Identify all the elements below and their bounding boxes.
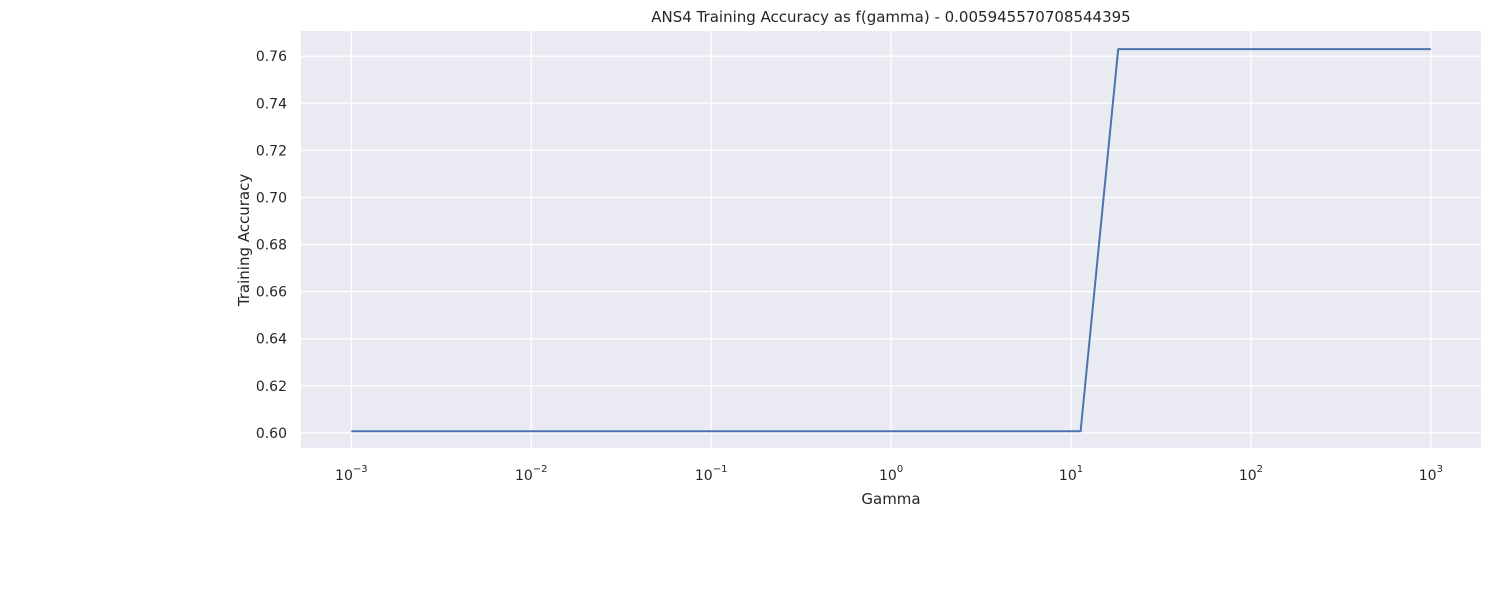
y-tick-label: 0.68 bbox=[256, 238, 287, 254]
y-tick-label: 0.72 bbox=[256, 143, 287, 159]
y-tick-label: 0.60 bbox=[256, 426, 287, 442]
grid-lines bbox=[301, 31, 1481, 448]
x-tick-label: 101 bbox=[1059, 464, 1083, 484]
y-tick-label: 0.74 bbox=[256, 96, 287, 112]
x-tick-label: 10−1 bbox=[695, 464, 728, 484]
chart-title: ANS4 Training Accuracy as f(gamma) - 0.0… bbox=[651, 8, 1130, 26]
x-tick-label: 103 bbox=[1419, 464, 1443, 484]
y-tick-labels: 0.60 0.62 0.64 0.66 0.68 0.70 0.72 0.74 0.76 bbox=[256, 49, 287, 442]
series-line bbox=[351, 48, 1431, 433]
y-tick-label: 0.66 bbox=[256, 285, 287, 301]
y-axis-label: Training Accuracy bbox=[235, 174, 253, 308]
y-tick-label: 0.76 bbox=[256, 49, 287, 65]
series-layer bbox=[351, 48, 1431, 433]
y-tick-label: 0.64 bbox=[256, 332, 287, 348]
x-tick-label: 10−3 bbox=[335, 464, 368, 484]
x-tick-label: 102 bbox=[1239, 464, 1263, 484]
y-tick-label: 0.70 bbox=[256, 190, 287, 206]
x-tick-label: 100 bbox=[879, 464, 903, 484]
y-tick-label: 0.62 bbox=[256, 379, 287, 395]
x-tick-labels: 10−3 10−2 10−1 100 101 102 103 bbox=[335, 464, 1443, 484]
x-axis-label: Gamma bbox=[861, 490, 920, 508]
x-tick-label: 10−2 bbox=[515, 464, 548, 484]
